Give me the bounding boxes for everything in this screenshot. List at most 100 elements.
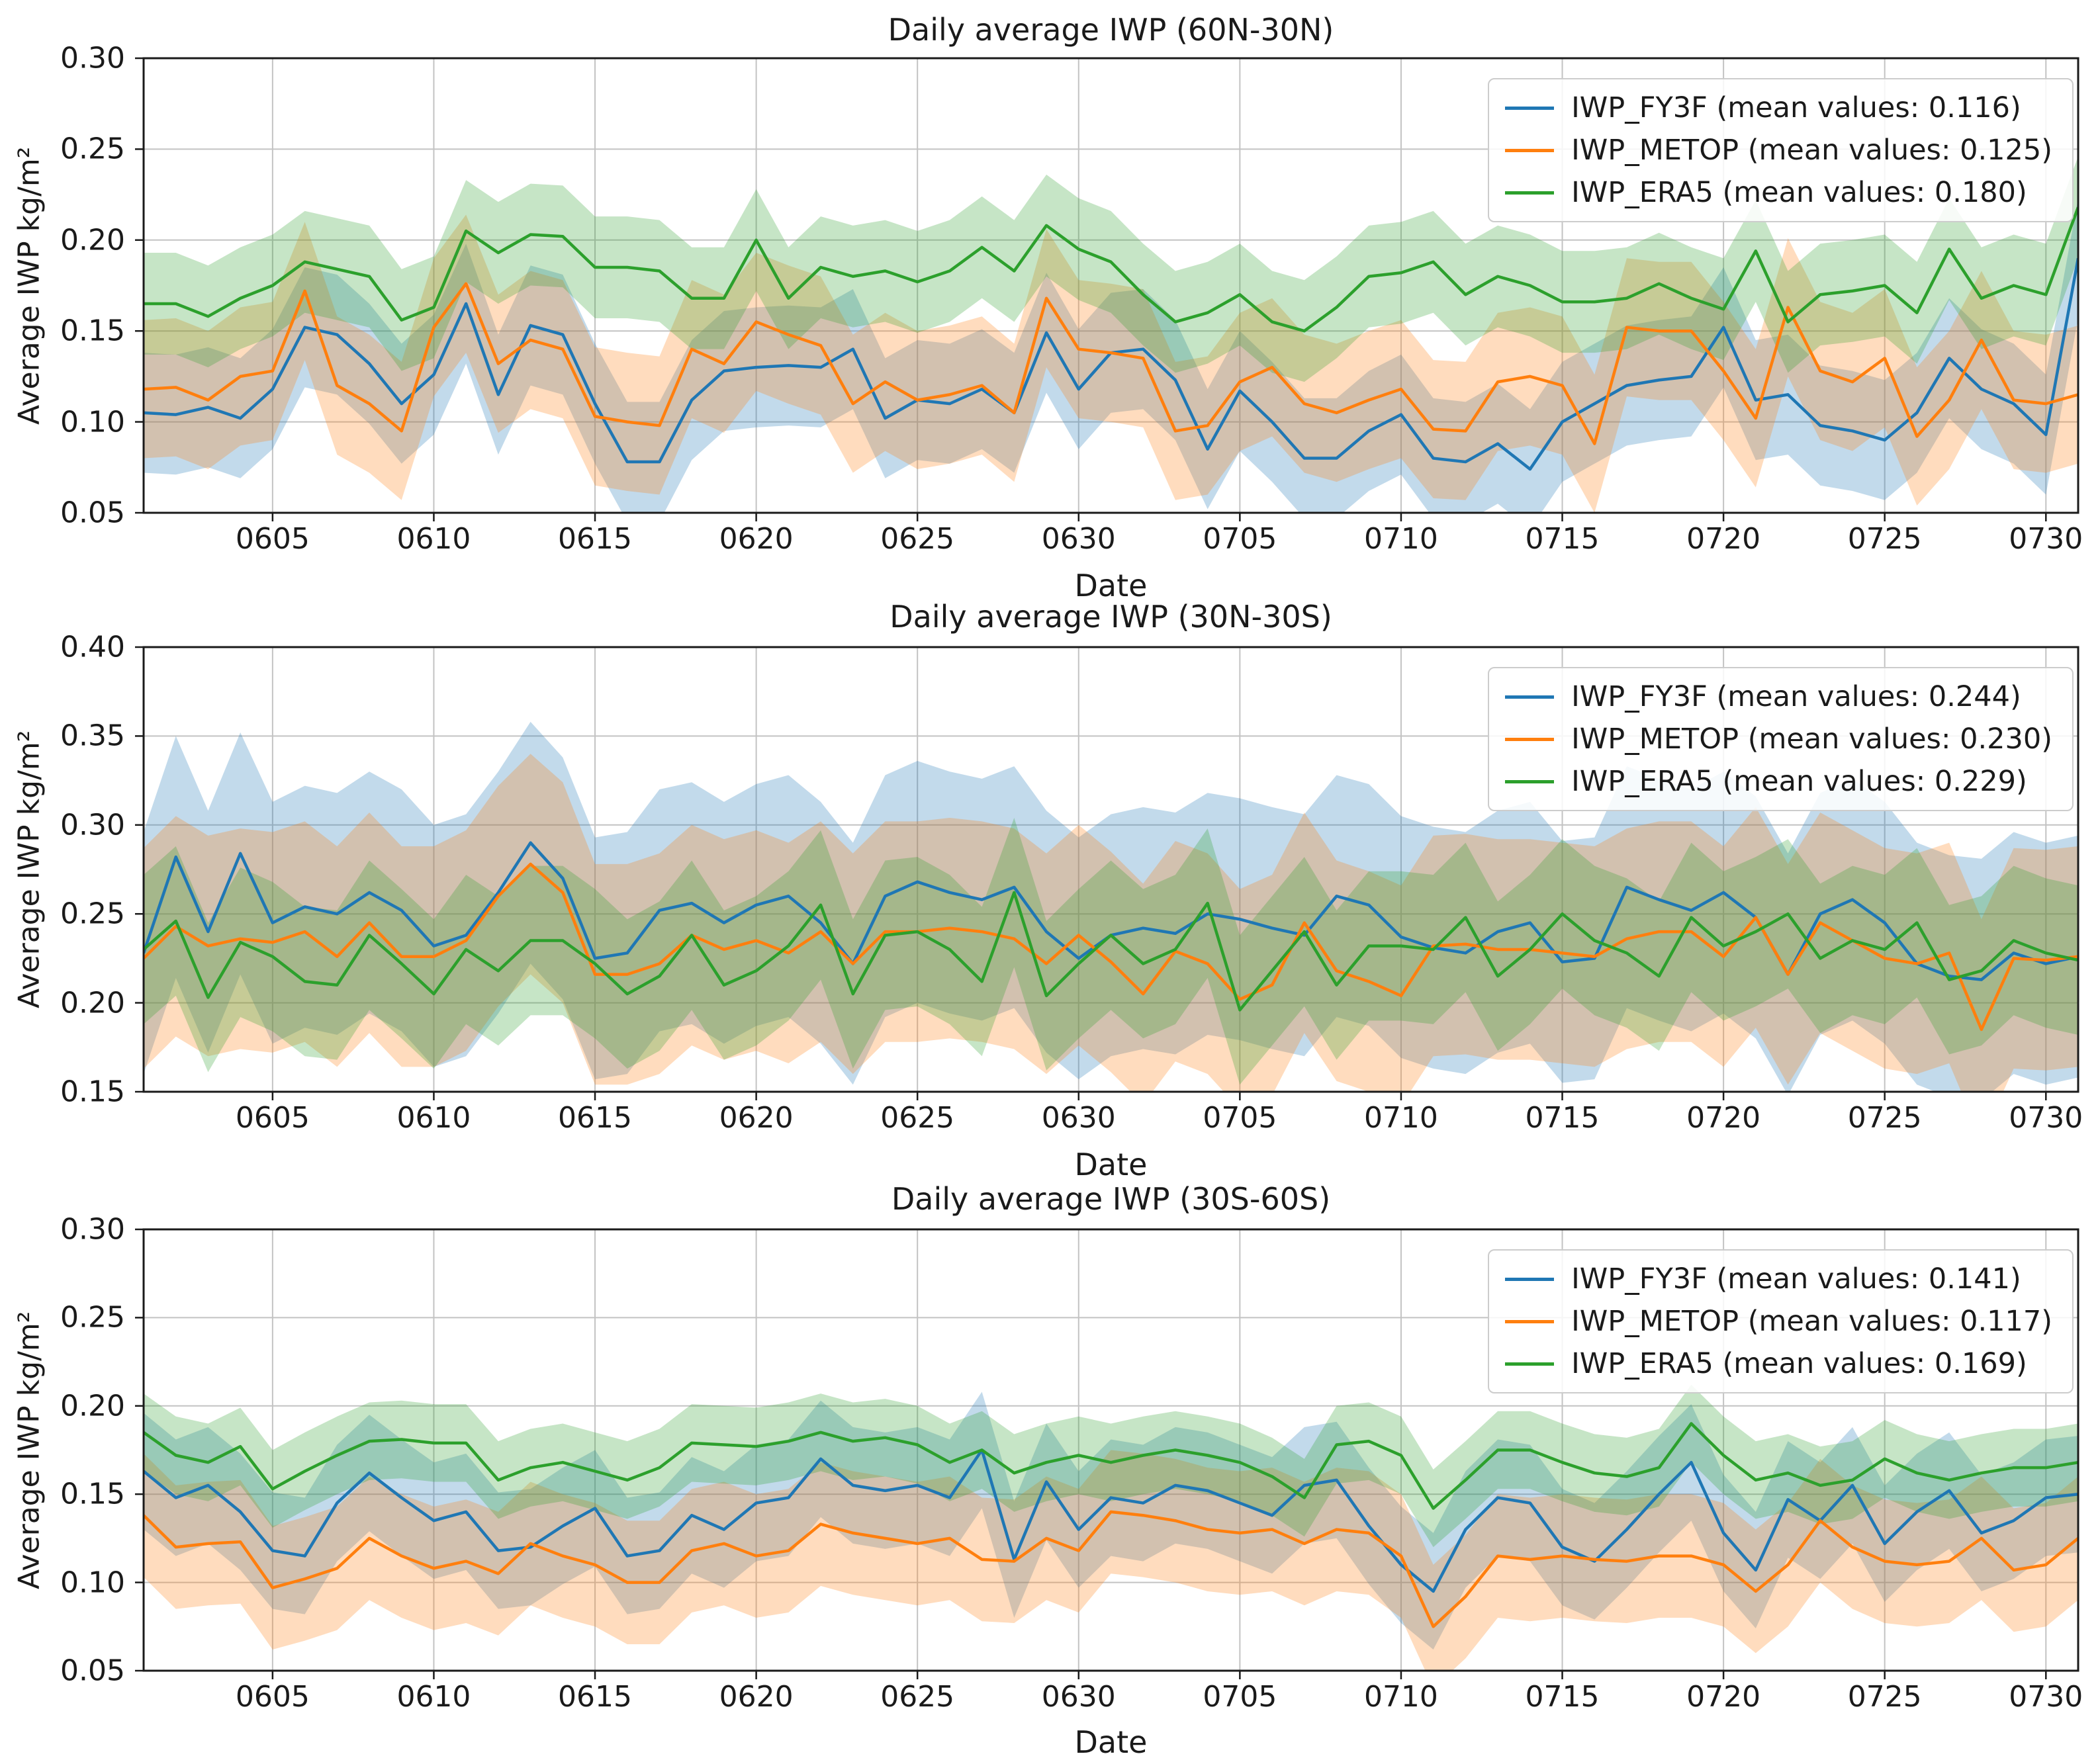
x-tick-label: 0715 [1525,522,1600,556]
x-tick-label: 0630 [1041,522,1116,556]
x-tick-label: 0720 [1686,1101,1761,1135]
x-tick-label: 0720 [1686,522,1761,556]
x-tick-label: 0625 [880,522,955,556]
x-tick-label: 0710 [1363,522,1438,556]
legend-label: IWP_ERA5 (mean values: 0.180) [1571,176,2027,209]
x-tick-label: 0615 [558,1101,633,1135]
subplot1-y-axis-ticks: 0.05 0.10 0.15 0.20 0.25 0.30 [0,42,134,530]
x-tick-label: 0605 [235,1680,310,1714]
metop-line-swatch-icon [1505,1319,1555,1323]
x-tick-label: 0710 [1363,1680,1438,1714]
x-tick-label: 0610 [396,1101,471,1135]
y-tick-label: 0.15 [60,314,125,348]
y-tick-label: 0.15 [60,1075,125,1109]
x-tick-label: 0725 [1847,1101,1922,1135]
legend-item-fy3f: IWP_FY3F (mean values: 0.116) [1505,91,2052,124]
fy3f-line-swatch-icon [1505,695,1555,699]
subplot1-x-axis-label: Date [1074,568,1148,603]
legend-item-fy3f: IWP_FY3F (mean values: 0.141) [1505,1262,2052,1296]
legend-label: IWP_ERA5 (mean values: 0.169) [1571,1347,2027,1380]
subplot3-legend: IWP_FY3F (mean values: 0.141) IWP_METOP … [1488,1249,2074,1393]
y-tick-label: 0.15 [60,1477,125,1511]
y-tick-label: 0.30 [60,808,125,842]
y-tick-label: 0.35 [60,719,125,753]
x-tick-label: 0705 [1203,1101,1277,1135]
legend-item-era5: IWP_ERA5 (mean values: 0.169) [1505,1347,2052,1380]
x-tick-label: 0630 [1041,1680,1116,1714]
subplot1-legend: IWP_FY3F (mean values: 0.116) IWP_METOP … [1488,78,2074,222]
x-tick-label: 0620 [719,1101,794,1135]
x-tick-label: 0725 [1847,1680,1922,1714]
x-tick-label: 0630 [1041,1101,1116,1135]
x-tick-label: 0710 [1363,1101,1438,1135]
y-tick-label: 0.05 [60,496,125,530]
subplot2-x-axis-label: Date [1074,1147,1148,1182]
metop-line-swatch-icon [1505,737,1555,741]
subplot2-title: Daily average IWP (30N-30S) [890,599,1332,635]
era5-line-swatch-icon [1505,1362,1555,1366]
subplot1-title: Daily average IWP (60N-30N) [888,12,1334,48]
x-tick-label: 0725 [1847,522,1922,556]
x-tick-label: 0605 [235,522,310,556]
subplot2-legend: IWP_FY3F (mean values: 0.244) IWP_METOP … [1488,667,2074,811]
legend-label: IWP_FY3F (mean values: 0.244) [1571,680,2021,713]
y-tick-label: 0.20 [60,986,125,1020]
y-tick-label: 0.10 [60,405,125,439]
x-tick-label: 0715 [1525,1680,1600,1714]
x-tick-label: 0620 [719,522,794,556]
legend-label: IWP_FY3F (mean values: 0.116) [1571,91,2021,124]
subplot3-x-axis-ticks: 0605 0610 0615 0620 0625 0630 0705 0710 0715 0720… [0,1680,2100,1717]
y-tick-label: 0.20 [60,223,125,257]
x-tick-label: 0705 [1203,1680,1277,1714]
legend-label: IWP_ERA5 (mean values: 0.229) [1571,765,2027,798]
subplot2-y-axis-ticks: 0.15 0.20 0.25 0.30 0.35 0.40 [0,631,134,1109]
subplot2-plot-area [135,646,2079,1100]
era5-line-swatch-icon [1505,191,1555,195]
fy3f-line-swatch-icon [1505,106,1555,110]
y-tick-label: 0.25 [60,897,125,931]
legend-item-era5: IWP_ERA5 (mean values: 0.180) [1505,176,2052,209]
x-tick-label: 0615 [558,1680,633,1714]
legend-label: IWP_FY3F (mean values: 0.141) [1571,1262,2021,1296]
legend-label: IWP_METOP (mean values: 0.117) [1571,1305,2052,1338]
x-tick-label: 0730 [2009,1101,2083,1135]
y-tick-label: 0.10 [60,1566,125,1600]
y-tick-label: 0.20 [60,1389,125,1423]
y-tick-label: 0.40 [60,630,125,664]
x-tick-label: 0605 [235,1101,310,1135]
subplot2-x-axis-ticks: 0605 0610 0615 0620 0625 0630 0705 0710 0715 0720… [0,1101,2100,1138]
legend-item-era5: IWP_ERA5 (mean values: 0.229) [1505,765,2052,798]
x-tick-label: 0730 [2009,522,2083,556]
x-tick-label: 0610 [396,522,471,556]
x-tick-label: 0705 [1203,522,1277,556]
x-tick-label: 0715 [1525,1101,1600,1135]
x-tick-label: 0610 [396,1680,471,1714]
legend-item-fy3f: IWP_FY3F (mean values: 0.244) [1505,680,2052,713]
subplot1-plot-area [135,57,2079,521]
legend-item-metop: IWP_METOP (mean values: 0.230) [1505,723,2052,756]
y-tick-label: 0.05 [60,1654,125,1688]
x-tick-label: 0625 [880,1680,955,1714]
y-tick-label: 0.25 [60,1300,125,1335]
legend-label: IWP_METOP (mean values: 0.125) [1571,134,2052,167]
x-tick-label: 0730 [2009,1680,2083,1714]
legend-label: IWP_METOP (mean values: 0.230) [1571,723,2052,756]
x-tick-label: 0625 [880,1101,955,1135]
y-tick-label: 0.30 [60,1212,125,1247]
subplot3-y-axis-ticks: 0.05 0.10 0.15 0.20 0.25 0.30 [0,1213,134,1688]
subplot3-title: Daily average IWP (30S-60S) [891,1181,1331,1217]
y-tick-label: 0.25 [60,132,125,166]
subplot3-plot-area [135,1228,2079,1679]
metop-line-swatch-icon [1505,148,1555,152]
fy3f-line-swatch-icon [1505,1277,1555,1281]
era5-line-swatch-icon [1505,779,1555,783]
x-tick-label: 0720 [1686,1680,1761,1714]
y-tick-label: 0.30 [60,41,125,75]
x-tick-label: 0620 [719,1680,794,1714]
x-tick-label: 0615 [558,522,633,556]
legend-item-metop: IWP_METOP (mean values: 0.125) [1505,134,2052,167]
legend-item-metop: IWP_METOP (mean values: 0.117) [1505,1305,2052,1338]
subplot1-x-axis-ticks: 0605 0610 0615 0620 0625 0630 0705 0710 0715 0720… [0,522,2100,559]
subplot3-x-axis-label: Date [1074,1724,1148,1760]
